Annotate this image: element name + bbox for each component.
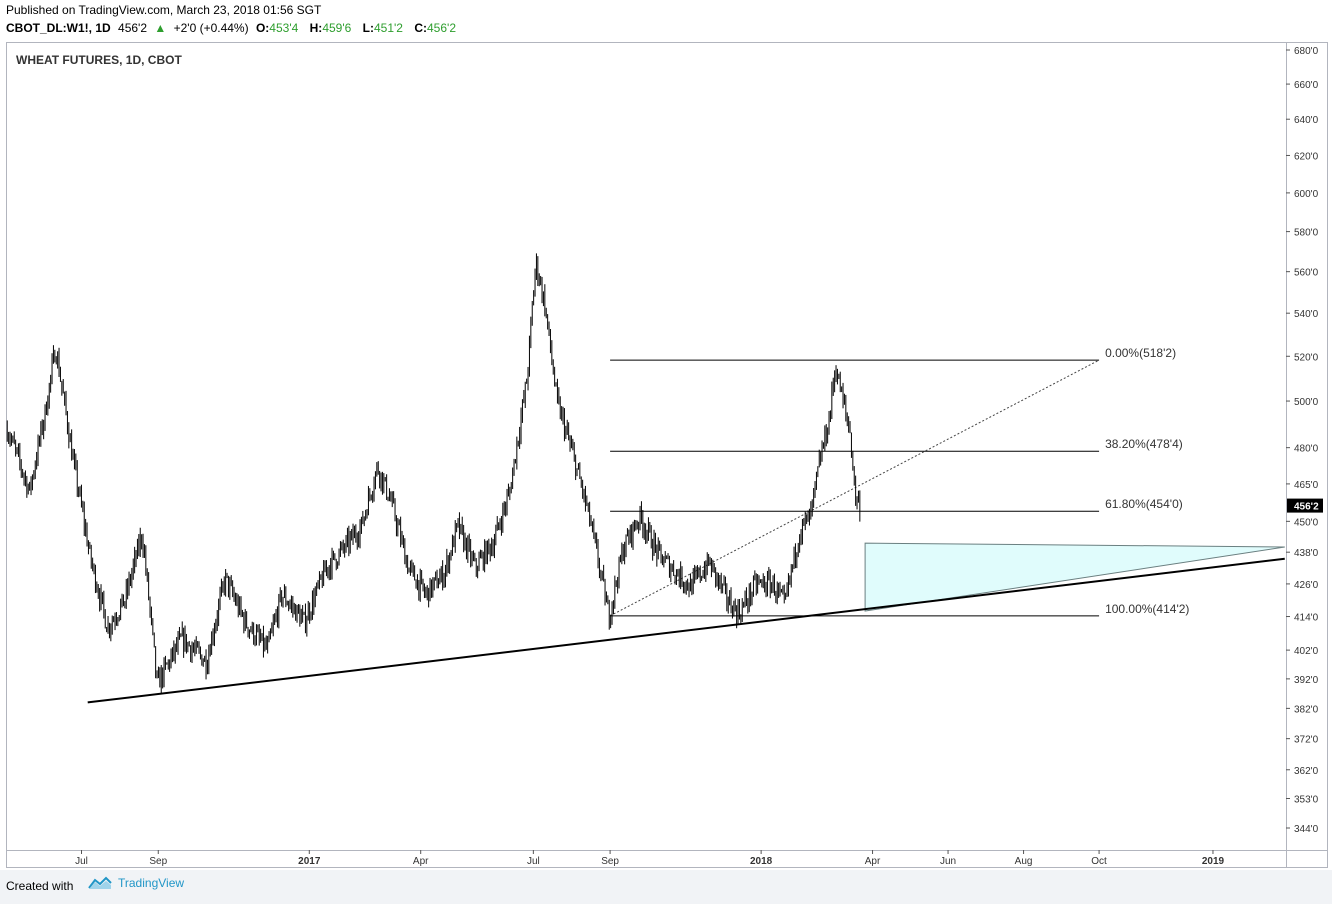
y-tick-label: 580'0 [1294,228,1319,239]
y-tick-label: 344'0 [1294,824,1319,835]
x-tick-label: 2017 [298,856,321,867]
symbol-label: CBOT_DL:W1!, 1D [6,21,111,35]
low-value: 451'2 [373,21,403,35]
y-tick-label: 382'0 [1294,704,1319,715]
y-tick-label: 600'0 [1294,189,1319,200]
tradingview-logo-icon [88,876,112,889]
change-up-icon: ▲ [154,21,167,35]
y-tick-label: 392'0 [1294,675,1319,686]
y-tick-label: 520'0 [1294,352,1319,363]
close-label: C: [414,21,427,35]
ohlc-close: C:456'2 [414,21,460,35]
chart-border [6,42,1328,868]
y-tick-label: 480'0 [1294,444,1319,455]
tradingview-brand[interactable]: TradingView [88,876,184,890]
x-tick-label: Jul [75,856,88,867]
x-tick-label: 2018 [750,856,773,867]
quote-line: CBOT_DL:W1!, 1D 456'2 ▲ +2'0 (+0.44%) O:… [6,21,464,35]
price-change: +2'0 (+0.44%) [173,21,249,35]
last-price: 456'2 [118,21,148,35]
tradingview-brand-name: TradingView [118,876,185,890]
y-tick-label: 362'0 [1294,766,1319,777]
footer: Created with TradingView [0,870,1332,904]
x-tick-label: Jul [527,856,540,867]
y-tick-label: 402'0 [1294,646,1319,657]
x-tick-label: Jun [940,856,956,867]
x-tick-label: Oct [1091,856,1107,867]
y-tick-label: 680'0 [1294,46,1319,57]
x-tick-label: 2019 [1202,856,1225,867]
published-text: Published on TradingView.com, March 23, … [6,3,322,17]
last-price-tag-label: 456'2 [1294,502,1319,513]
open-value: 453'4 [269,21,299,35]
projection-triangle [864,542,1285,612]
y-tick-label: 465'0 [1294,480,1319,491]
y-tick-label: 640'0 [1294,115,1319,126]
fib-level-label: 0.00%(518'2) [1105,346,1176,360]
x-tick-label: Sep [601,856,619,867]
candles [6,253,861,695]
y-tick-label: 660'0 [1294,80,1319,91]
high-value: 459'6 [322,21,352,35]
y-tick-label: 560'0 [1294,268,1319,279]
close-value: 456'2 [427,21,456,35]
y-tick-label: 438'0 [1294,548,1319,559]
open-label: O: [255,21,270,35]
x-tick-label: Aug [1015,856,1033,867]
fib-level-label: 38.20%(478'4) [1105,437,1183,451]
y-tick-label: 426'0 [1294,580,1319,591]
last-price-tag [1287,498,1323,513]
y-tick-label: 372'0 [1294,735,1319,746]
fib-level-label: 61.80%(454'0) [1105,497,1183,511]
y-tick-label: 353'0 [1294,795,1319,806]
support-trendline [87,557,1285,704]
y-tick-label: 414'0 [1294,613,1319,624]
y-tick-label: 620'0 [1294,151,1319,162]
ohlc-low: L:451'2 [363,21,407,35]
chart-title: WHEAT FUTURES, 1D, CBOT [16,53,182,67]
high-label: H: [309,21,323,35]
x-tick-label: Apr [413,856,429,867]
y-tick-label: 540'0 [1294,309,1319,320]
created-with-text: Created with [6,879,74,893]
ohlc-high: H:459'6 [310,21,356,35]
ohlc-open: O:453'4 [256,21,302,35]
x-tick-label: Sep [149,856,167,867]
low-label: L: [362,21,374,35]
x-tick-label: Apr [865,856,881,867]
y-tick-label: 450'0 [1294,517,1319,528]
chart-frame[interactable]: WHEAT FUTURES, 1D, CBOT 680'0 660'0 640'0 62… [6,42,1328,868]
y-tick-label: 500'0 [1294,397,1319,408]
price-chart[interactable]: WHEAT FUTURES, 1D, CBOT 680'0 660'0 640'0 62… [6,42,1328,868]
fib-level-label: 100.00%(414'2) [1105,602,1189,616]
